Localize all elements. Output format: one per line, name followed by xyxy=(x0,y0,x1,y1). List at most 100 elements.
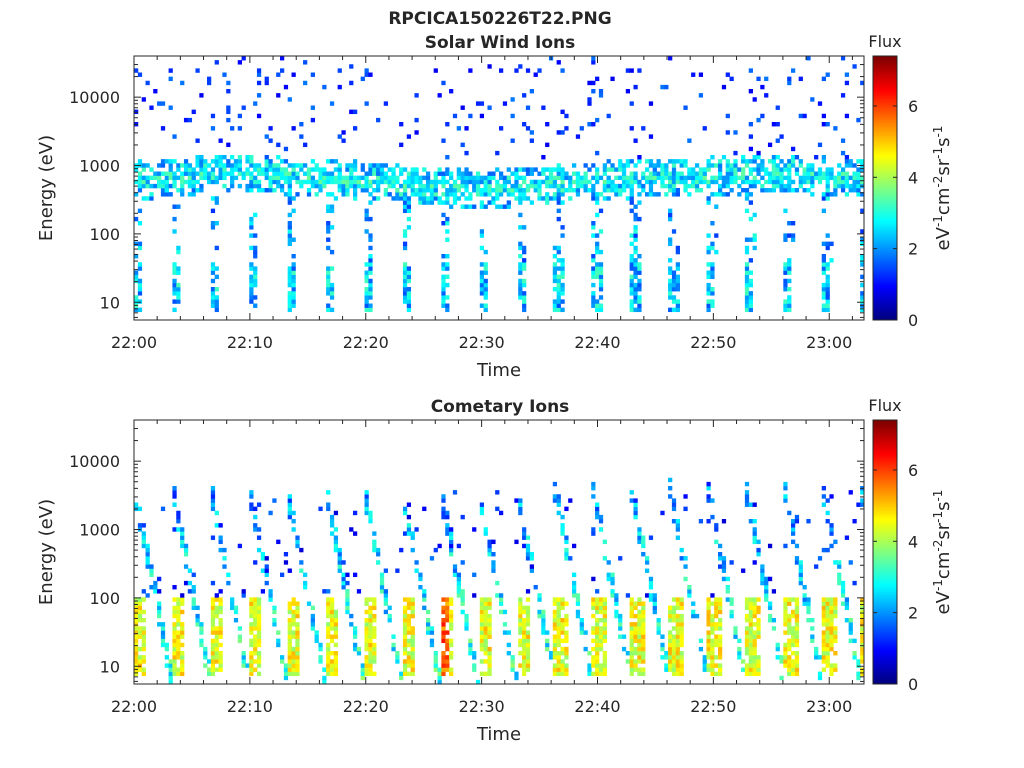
colorbar-swatch xyxy=(873,582,897,586)
heatmap-cell xyxy=(744,245,750,251)
heatmap-cell xyxy=(295,642,300,648)
heatmap-cell xyxy=(291,618,296,623)
heatmap-cell xyxy=(183,167,189,172)
heatmap-cell xyxy=(441,171,446,176)
heatmap-cell xyxy=(602,188,607,193)
heatmap-cell xyxy=(833,605,838,611)
heatmap-cell xyxy=(710,642,715,648)
heatmap-cell xyxy=(291,295,296,300)
heatmap-cell xyxy=(633,274,638,280)
heatmap-cell xyxy=(587,651,592,656)
heatmap-cell xyxy=(629,233,634,238)
heatmap-cells xyxy=(134,56,865,313)
heatmap-cell xyxy=(491,564,496,569)
heatmap-cell xyxy=(345,589,350,594)
heatmap-cell xyxy=(514,671,519,677)
heatmap-cell xyxy=(345,175,350,181)
heatmap-cell xyxy=(360,76,365,82)
heatmap-cell xyxy=(464,171,469,176)
heatmap-cell xyxy=(514,196,519,201)
heatmap-cell xyxy=(141,630,146,635)
heatmap-cell xyxy=(714,655,719,660)
heatmap-cell xyxy=(656,622,661,627)
heatmap-cell xyxy=(752,659,757,664)
colorbar-swatch xyxy=(873,657,897,661)
heatmap-cell xyxy=(744,192,750,197)
heatmap-cell xyxy=(410,609,415,615)
heatmap-cell xyxy=(522,258,527,263)
heatmap-cell xyxy=(629,671,634,677)
heatmap-cell xyxy=(591,192,596,197)
heatmap-cell xyxy=(479,192,485,197)
colorbar-swatch xyxy=(873,254,897,257)
heatmap-cell xyxy=(595,502,600,507)
heatmap-cell xyxy=(499,175,504,181)
heatmap-cell xyxy=(441,663,446,668)
heatmap-cell xyxy=(287,506,292,512)
heatmap-cell xyxy=(633,634,638,639)
heatmap-cell xyxy=(791,159,796,164)
heatmap-cell xyxy=(207,76,212,82)
heatmap-cell xyxy=(860,80,865,86)
colorbar-swatch xyxy=(873,560,897,564)
heatmap-cell xyxy=(195,618,200,623)
heatmap-cell xyxy=(687,175,692,181)
heatmap-cell xyxy=(137,245,143,251)
heatmap-cell xyxy=(372,179,377,185)
heatmap-cell xyxy=(391,196,396,201)
heatmap-cell xyxy=(548,196,554,201)
heatmap-cell xyxy=(598,634,604,639)
heatmap-cell xyxy=(295,543,300,549)
heatmap-cell xyxy=(525,597,531,602)
heatmap-cell xyxy=(164,188,169,193)
colorbar-swatch xyxy=(873,626,897,630)
heatmap-cell xyxy=(260,552,266,557)
heatmap-cell xyxy=(633,630,638,635)
heatmap-cell xyxy=(575,601,581,606)
heatmap-cell xyxy=(210,299,216,304)
heatmap-cell xyxy=(479,233,485,238)
heatmap-cell xyxy=(272,618,277,623)
heatmap-cell xyxy=(714,622,719,627)
heatmap-cell xyxy=(168,663,173,668)
heatmap-cell xyxy=(687,585,692,590)
heatmap-cell xyxy=(329,597,335,602)
heatmap-cell xyxy=(602,179,607,185)
heatmap-cell xyxy=(326,609,331,615)
heatmap-cell xyxy=(322,175,327,181)
heatmap-cell xyxy=(675,638,680,644)
heatmap-cell xyxy=(157,609,162,615)
heatmap-cell xyxy=(733,634,738,639)
heatmap-cell xyxy=(637,278,642,284)
heatmap-cell xyxy=(272,622,277,627)
heatmap-cell xyxy=(326,490,331,495)
heatmap-cell xyxy=(556,651,561,656)
heatmap-cell xyxy=(829,630,834,635)
heatmap-cell xyxy=(706,601,711,606)
heatmap-cell xyxy=(825,179,830,185)
heatmap-cell xyxy=(860,254,865,259)
heatmap-cell xyxy=(449,535,454,540)
heatmap-cell xyxy=(825,601,830,606)
heatmap-cell xyxy=(210,270,216,275)
heatmap-cell xyxy=(794,671,800,677)
heatmap-cell xyxy=(552,626,558,631)
heatmap-cell xyxy=(821,175,826,181)
heatmap-cell xyxy=(495,580,500,586)
heatmap-cell xyxy=(364,287,369,292)
heatmap-cell xyxy=(180,192,185,197)
heatmap-cell xyxy=(326,171,331,176)
heatmap-cell xyxy=(445,282,450,288)
heatmap-cell xyxy=(168,675,173,681)
heatmap-cell xyxy=(356,589,362,594)
heatmap-cell xyxy=(560,183,565,189)
heatmap-cell xyxy=(141,655,146,660)
heatmap-cell xyxy=(702,175,707,181)
heatmap-cell xyxy=(706,262,711,267)
heatmap-cell xyxy=(249,282,254,288)
heatmap-cell xyxy=(460,171,465,176)
heatmap-cell xyxy=(802,113,807,119)
heatmap-cell xyxy=(637,642,642,648)
heatmap-cell xyxy=(552,278,558,284)
heatmap-cell xyxy=(764,576,769,582)
